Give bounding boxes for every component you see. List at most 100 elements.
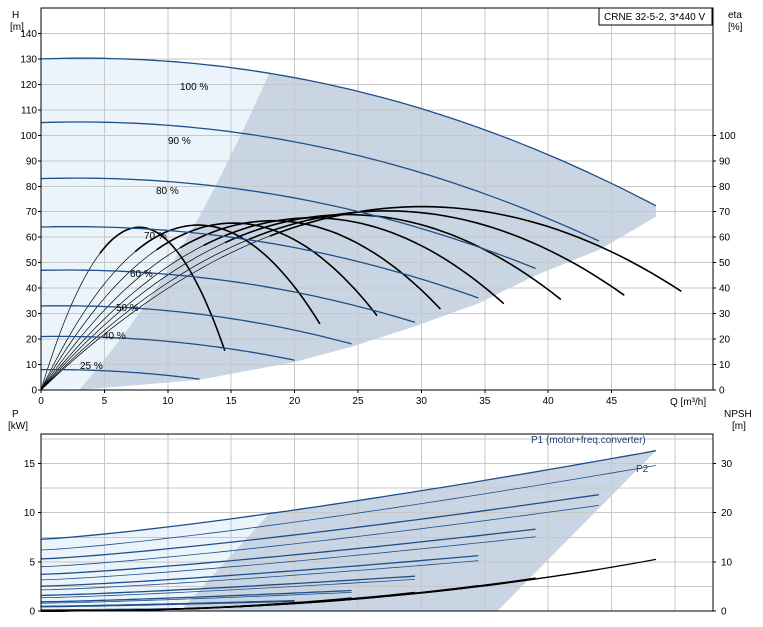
chart-title-box — [598, 7, 713, 26]
npsh-axis-label: NPSH — [724, 409, 752, 420]
right-tick-label: 20 — [719, 335, 731, 346]
x-tick-label: 10 — [162, 396, 174, 407]
plot-frame-bottom — [40, 433, 714, 612]
power-curve — [40, 450, 657, 540]
right-tick-label: 70 — [719, 207, 731, 218]
npsh-axis-unit: [m] — [732, 421, 746, 432]
y-tick-label: 120 — [20, 80, 37, 91]
speed-label-80: 80 % — [156, 186, 179, 197]
p2-label: P2 — [636, 464, 649, 475]
y-tick-label: 10 — [26, 360, 38, 371]
power-tick-label: 5 — [29, 557, 35, 568]
right-tick-label: 10 — [719, 360, 731, 371]
flow-axis-label: Q [m³/h] — [670, 397, 706, 408]
x-tick-label: 30 — [416, 396, 428, 407]
speed-label-60: 60 % — [130, 269, 153, 280]
speed-label-25: 25 % — [80, 361, 103, 372]
eta-axis-label: eta — [728, 10, 742, 21]
y-tick-label: 20 — [26, 335, 38, 346]
efficiency-curve-bold — [224, 213, 562, 301]
speed-label-70: 70 % — [144, 231, 167, 242]
y-tick-label: 140 — [20, 29, 37, 40]
x-tick-label: 25 — [352, 396, 364, 407]
x-tick-label: 0 — [38, 396, 44, 407]
head-curve — [40, 305, 352, 345]
efficiency-curve-bold — [99, 226, 226, 351]
right-tick-label: 90 — [719, 156, 731, 167]
y-tick-label: 40 — [26, 284, 38, 295]
power-npsh-chart: 0 5 10 15 0 10 20 30 — [24, 433, 733, 618]
power-axis-label: P — [12, 409, 19, 420]
power-tick-label: 10 — [24, 508, 36, 519]
power-tick-label: 0 — [29, 607, 35, 618]
head-curve — [41, 368, 200, 380]
power-axis-unit: [kW] — [8, 421, 28, 432]
power-curve — [40, 560, 479, 591]
y-tick-label: 0 — [31, 386, 37, 397]
speed-label-100: 100 % — [180, 82, 208, 93]
npsh-tick-label: 0 — [721, 607, 727, 618]
y-tick-label: 130 — [20, 54, 37, 65]
head-curve — [40, 121, 600, 242]
right-tick-label: 100 — [719, 131, 736, 142]
operating-region-dark — [79, 73, 656, 390]
y-tick-label: 80 — [26, 182, 38, 193]
power-curve — [40, 592, 352, 604]
power-curve — [40, 528, 536, 576]
efficiency-curve-bold — [179, 219, 441, 310]
power-curve — [40, 554, 479, 587]
power-curve — [40, 589, 352, 603]
right-tick-label: 30 — [719, 309, 731, 320]
efficiency-curve-bold — [134, 224, 321, 325]
head-curve — [41, 335, 295, 361]
right-tick-label: 60 — [719, 233, 731, 244]
head-curve — [40, 57, 657, 207]
power-curve — [40, 536, 536, 581]
head-curve — [40, 177, 536, 270]
power-curve — [40, 494, 599, 560]
npsh-tick-label: 30 — [721, 459, 733, 470]
y-tick-label: 50 — [26, 258, 38, 269]
x-tick-label: 20 — [289, 396, 301, 407]
speed-label-50: 50 % — [116, 303, 139, 314]
head-axis-label: H — [12, 10, 19, 21]
y-tick-label: 100 — [20, 131, 37, 142]
efficiency-curve-bold — [156, 222, 378, 317]
right-tick-label: 50 — [719, 258, 731, 269]
x-tick-label: 5 — [102, 396, 108, 407]
y-tick-label: 60 — [26, 233, 38, 244]
chart-title: CRNE 32-5-2, 3*440 V — [604, 12, 705, 23]
speed-label-90: 90 % — [168, 136, 191, 147]
y-tick-label: 70 — [26, 207, 38, 218]
power-curve — [40, 579, 416, 599]
speed-label-40: 40 % — [103, 331, 126, 342]
power-curve — [41, 601, 295, 608]
eta-axis-unit: [%] — [728, 22, 743, 33]
npsh-tick-label: 10 — [721, 557, 733, 568]
y-tick-label: 90 — [26, 156, 38, 167]
y-tick-label: 30 — [26, 309, 38, 320]
right-tick-label: 80 — [719, 182, 731, 193]
head-curve — [40, 269, 416, 323]
efficiency-curve-bold — [248, 210, 625, 296]
power-tick-label: 15 — [24, 459, 36, 470]
power-curve — [41, 599, 295, 607]
x-tick-label: 40 — [543, 396, 555, 407]
x-tick-label: 15 — [226, 396, 238, 407]
npsh-tick-label: 20 — [721, 508, 733, 519]
plot-frame — [40, 7, 714, 391]
head-axis-unit: [m] — [10, 22, 24, 33]
power-curve — [40, 505, 599, 568]
head-efficiency-chart: 0102030405060708090100110120130140010203… — [20, 7, 736, 407]
y-tick-label: 110 — [21, 105, 37, 116]
head-curve — [40, 225, 479, 299]
power-curve — [40, 465, 656, 551]
power-curve — [40, 575, 416, 597]
efficiency-curve-bold — [203, 217, 505, 305]
right-tick-label: 0 — [719, 386, 725, 397]
x-tick-label: 35 — [479, 396, 491, 407]
p1-label: P1 (motor+freq.converter) — [531, 435, 646, 446]
right-tick-label: 40 — [719, 284, 731, 295]
x-tick-label: 45 — [606, 396, 618, 407]
